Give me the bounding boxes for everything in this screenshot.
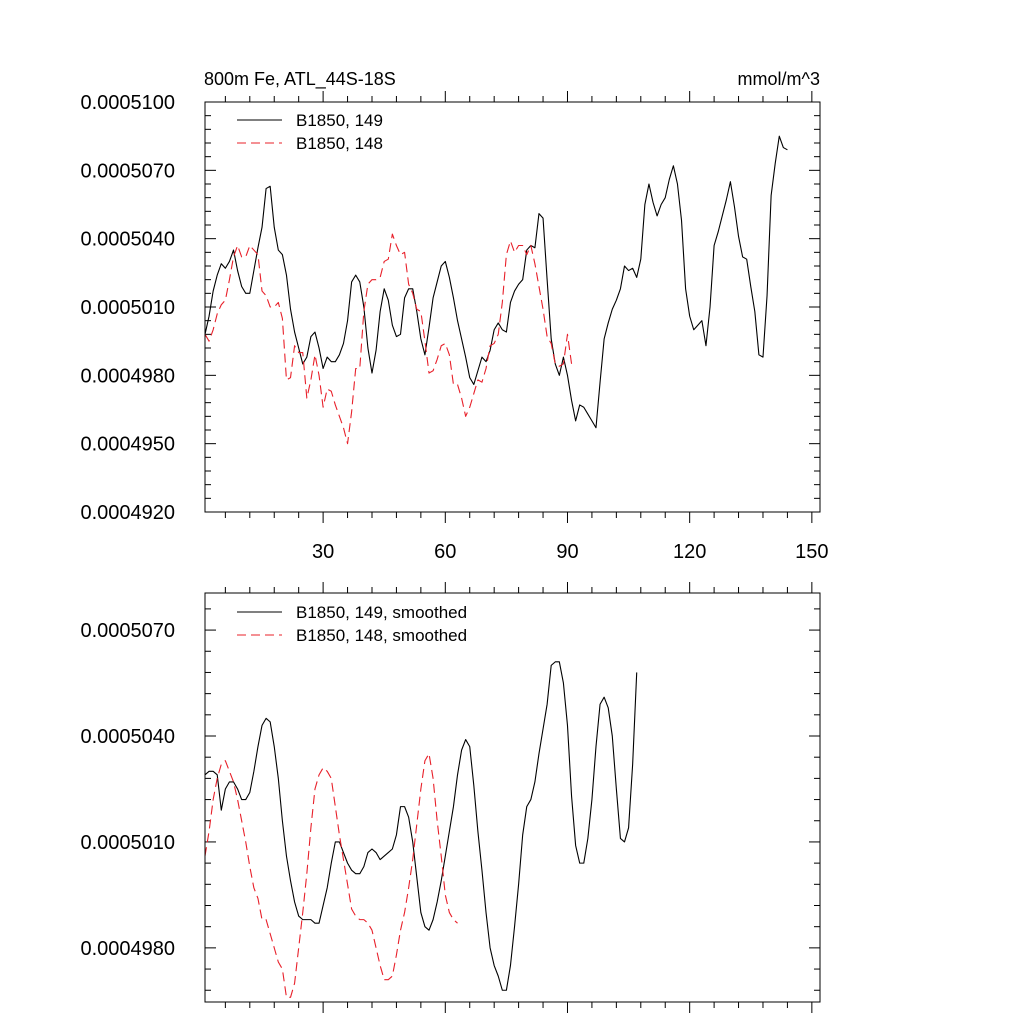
- y-tick-label: 0.0005070: [80, 160, 175, 182]
- y-tick-label: 0.0004950: [80, 434, 175, 456]
- series-line-b1850-148: [204, 233, 573, 445]
- legend-label-148-smoothed: B1850, 148, smoothed: [296, 626, 467, 645]
- legend-label-148: B1850, 148: [296, 134, 383, 153]
- x-tick-label: 30: [312, 541, 334, 563]
- chart-title: 800m Fe, ATL_44S-18S: [204, 69, 396, 90]
- series-line-b1850-149: [204, 135, 788, 429]
- y-axis-tick-labels: 0.0004980 0.0005010 0.0005040 0.0005070: [80, 620, 175, 960]
- x-tick-label: 150: [795, 541, 828, 563]
- plot-lines: [204, 661, 638, 998]
- plot-frame: [204, 101, 821, 513]
- x-axis-tick-labels: 30 60 90 120 150: [312, 541, 829, 563]
- y-tick-label: 0.0004980: [80, 938, 175, 960]
- y-tick-label: 0.0005040: [80, 726, 175, 748]
- series-line-b1850-149-smoothed: [204, 661, 638, 991]
- plot-frame: [204, 592, 821, 1003]
- axis-ticks: [205, 91, 820, 523]
- legend-label-149-smoothed: B1850, 149, smoothed: [296, 603, 467, 622]
- legend: B1850, 149 B1850, 148: [237, 111, 383, 153]
- legend-label-149: B1850, 149: [296, 111, 383, 130]
- axis-ticks: [205, 582, 820, 1013]
- x-tick-label: 90: [556, 541, 578, 563]
- x-tick-label: 60: [434, 541, 456, 563]
- y-axis-tick-labels: 0.0004920 0.0004950 0.0004980 0.0005010 0.00…: [80, 92, 175, 524]
- chart-units: mmol/m^3: [738, 69, 820, 89]
- y-tick-label: 0.0005100: [80, 92, 175, 114]
- plot-lines: [204, 135, 788, 445]
- bottom-panel: 0.0004980 0.0005010 0.0005040 0.0005070 B18…: [80, 582, 821, 1013]
- y-tick-label: 0.0005010: [80, 832, 175, 854]
- y-tick-label: 0.0005040: [80, 229, 175, 251]
- y-tick-label: 0.0004980: [80, 365, 175, 387]
- legend: B1850, 149, smoothed B1850, 148, smoothe…: [237, 603, 467, 645]
- y-tick-label: 0.0005010: [80, 297, 175, 319]
- x-tick-label: 120: [673, 541, 706, 563]
- top-panel: 800m Fe, ATL_44S-18S mmol/m^3 0.00049200…: [80, 69, 828, 563]
- y-tick-label: 0.0005070: [80, 620, 175, 642]
- y-tick-label: 0.0004920: [80, 502, 175, 524]
